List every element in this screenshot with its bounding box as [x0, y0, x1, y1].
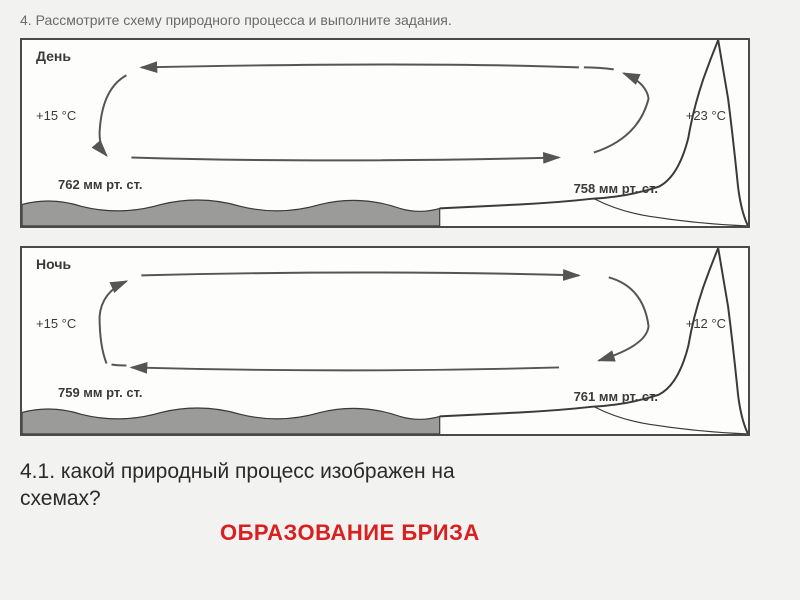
temp-left-night: +15 °C [36, 316, 76, 331]
panel-title-day: День [36, 48, 71, 64]
coastline-night [22, 248, 748, 434]
arrows-night [22, 248, 748, 434]
question-row: 4.1. какой природный процесс изображен н… [20, 458, 780, 513]
diagram-night-panel: Ночь +15 °C +12 °C 759 мм рт. ст. 761 мм… [20, 246, 750, 436]
panel-title-night: Ночь [36, 256, 71, 272]
task-header: 4. Рассмотрите схему природного процесса… [20, 12, 780, 28]
temp-left-day: +15 °C [36, 108, 76, 123]
press-right-night: 761 мм рт. ст. [574, 389, 658, 404]
coastline-day [22, 40, 748, 226]
answer-text: ОБРАЗОВАНИЕ БРИЗА [220, 520, 480, 546]
press-right-day: 758 мм рт. ст. [574, 181, 658, 196]
diagram-day-panel: День +15 °C +23 °C 762 мм рт. ст. 758 мм… [20, 38, 750, 228]
question-text: 4.1. какой природный процесс изображен н… [20, 458, 500, 513]
arrows-day [22, 40, 748, 226]
press-left-night: 759 мм рт. ст. [58, 385, 142, 400]
press-left-day: 762 мм рт. ст. [58, 177, 142, 192]
temp-right-day: +23 °C [686, 108, 726, 123]
temp-right-night: +12 °C [686, 316, 726, 331]
